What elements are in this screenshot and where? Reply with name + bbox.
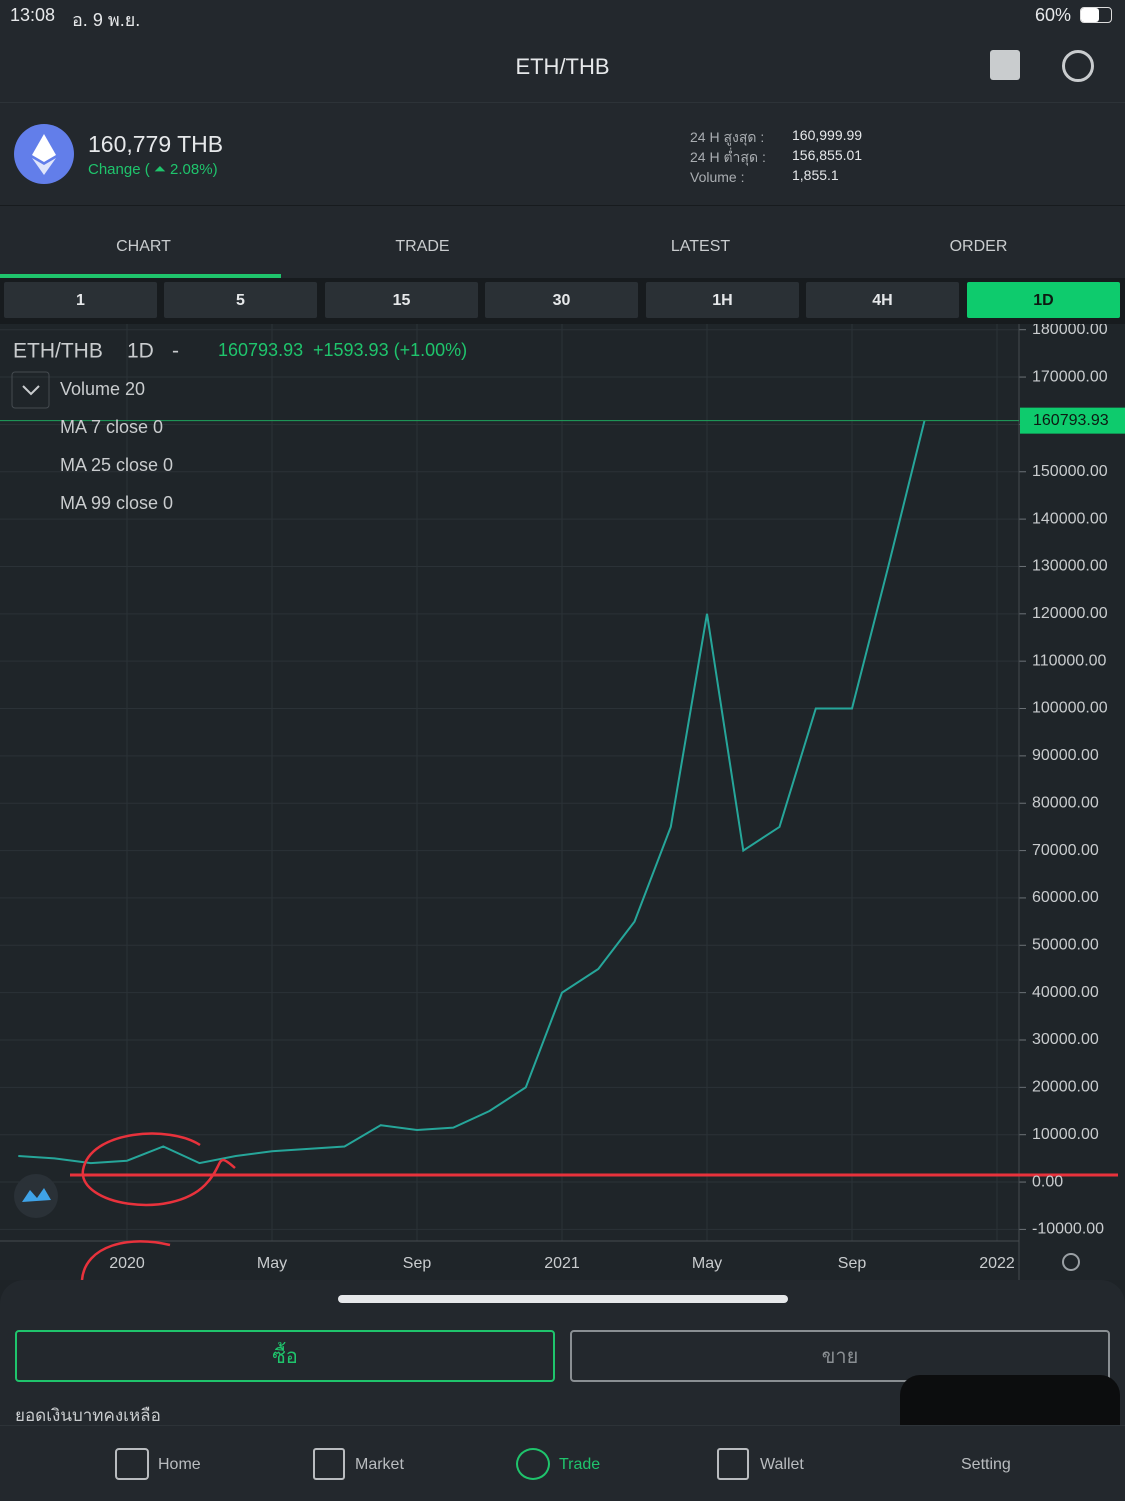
- timeframe[interactable]: 4H: [806, 282, 959, 318]
- eth-logo: [14, 124, 74, 184]
- battery: 60%: [1035, 5, 1072, 25]
- x-tick-label: 2021: [544, 1255, 580, 1272]
- y-tick-label: 140000.00: [1032, 510, 1108, 527]
- y-tick-label: 30000.00: [1032, 1031, 1099, 1048]
- home-icon: [115, 1448, 149, 1480]
- eth-glyph: [32, 134, 56, 175]
- separator: -: [172, 340, 179, 363]
- sell-button[interactable]: ขาย: [570, 1330, 1110, 1382]
- volume-label: Volume :: [690, 169, 745, 185]
- nav-item[interactable]: Trade: [559, 1456, 601, 1473]
- price: 160,779 THB: [88, 131, 224, 157]
- tab[interactable]: LATEST: [670, 238, 731, 255]
- tab[interactable]: ORDER: [949, 238, 1008, 255]
- x-tick-label: May: [692, 1255, 722, 1272]
- chart-icon[interactable]: [990, 50, 1020, 80]
- title: ETH/THB: [515, 54, 610, 79]
- tab[interactable]: TRADE: [395, 238, 450, 255]
- timeframe[interactable]: 1: [4, 282, 157, 318]
- x-tick-label: May: [257, 1255, 287, 1272]
- y-tick-label: 120000.00: [1032, 605, 1108, 622]
- battery-icon: [1080, 7, 1112, 23]
- y-tick-label: -10000.00: [1032, 1221, 1104, 1238]
- timeframe[interactable]: 5: [164, 282, 317, 318]
- indicator: MA 99 close 0: [60, 493, 173, 513]
- x-tick-label: Sep: [838, 1255, 867, 1272]
- annotation-circle: [80, 1240, 171, 1280]
- change: Change ( ⏶ 2.08%): [88, 161, 218, 178]
- chart-style-button[interactable]: [14, 1174, 58, 1218]
- y-tick-label: 110000.00: [1032, 652, 1107, 669]
- y-tick-label: 100000.00: [1032, 700, 1108, 717]
- change-text: +1593.93 (+1.00%): [313, 340, 467, 360]
- y-tick-label: 60000.00: [1032, 889, 1099, 906]
- stat-values: 160,999.99 156,855.01 1,855.1: [792, 125, 862, 185]
- y-tick-label: 80000.00: [1032, 794, 1099, 811]
- low: 156,855.01: [792, 147, 863, 163]
- market-icon: [313, 1448, 345, 1480]
- time: 13:08: [10, 5, 56, 25]
- settings-icon[interactable]: [1062, 1253, 1080, 1271]
- status-bar: 13:08 อ. 9 พ.ย. 60%: [0, 0, 1125, 30]
- y-tick-label: 130000.00: [1032, 558, 1108, 575]
- last-price-label: 160793.93: [1033, 412, 1109, 429]
- y-tick-label: 40000.00: [1032, 984, 1099, 1001]
- timeframe[interactable]: 30: [485, 282, 638, 318]
- chart-style-icon: [22, 1188, 51, 1202]
- y-tick-label: 170000.00: [1032, 368, 1108, 385]
- y-tick-label: 0.00: [1032, 1173, 1063, 1190]
- trade-icon: [516, 1448, 550, 1480]
- nav-item[interactable]: Wallet: [760, 1456, 804, 1473]
- low-label: 24 H ต่ำสุด :: [690, 149, 766, 165]
- buy-button[interactable]: ซื้อ: [15, 1330, 555, 1382]
- x-tick-label: 2022: [979, 1255, 1015, 1272]
- nav-item[interactable]: Setting: [961, 1456, 1011, 1473]
- x-tick-label: 2020: [109, 1255, 145, 1272]
- indicator: MA 7 close 0: [60, 417, 163, 437]
- nav-item[interactable]: Home: [158, 1456, 201, 1473]
- y-tick-label: 180000.00: [1032, 324, 1108, 338]
- tabs: CHART TRADE LATEST ORDER: [0, 206, 1125, 278]
- refresh-icon[interactable]: [1062, 50, 1094, 82]
- y-tick-label: 20000.00: [1032, 1079, 1099, 1096]
- high-label: 24 H สูงสุด :: [690, 129, 765, 145]
- bottom-nav: Home Market Trade Wallet Setting: [0, 1425, 1125, 1501]
- timeframe[interactable]: 1H: [646, 282, 799, 318]
- interval: 1D: [127, 340, 154, 363]
- balance-label: ยอดเงินบาทคงเหลือ: [15, 1406, 161, 1425]
- y-tick-label: 10000.00: [1032, 1126, 1099, 1143]
- volume: 1,855.1: [792, 167, 839, 183]
- action-panel: ซื้อ ขาย ยอดเงินบาทคงเหลือ: [0, 1280, 1125, 1460]
- tab-indicator: [0, 274, 281, 278]
- x-tick-label: Sep: [403, 1255, 432, 1272]
- price-line: [18, 420, 926, 1165]
- high: 160,999.99: [792, 127, 863, 143]
- y-tick-label: 90000.00: [1032, 747, 1099, 764]
- ticker: 160,779 THB Change ( ⏶ 2.08%) 24 H สูงสุ…: [0, 103, 1125, 206]
- wallet-icon: [717, 1448, 749, 1480]
- y-tick-label: 50000.00: [1032, 937, 1099, 954]
- y-tick-label: 70000.00: [1032, 842, 1099, 859]
- symbol: ETH/THB: [13, 340, 103, 363]
- handle: [338, 1295, 788, 1303]
- timeframes: 1 5 15 30 1H 4H 1D: [0, 278, 1125, 324]
- last-price-tag: [1020, 407, 1125, 434]
- top-bar: ETH/THB: [0, 30, 1125, 103]
- tab[interactable]: CHART: [116, 238, 171, 255]
- chevron: [22, 385, 40, 396]
- indicator: Volume 20: [60, 379, 145, 399]
- timeframe[interactable]: 15: [325, 282, 478, 318]
- timeframe[interactable]: 1D: [967, 282, 1120, 318]
- date: อ. 9 พ.ย.: [72, 10, 141, 30]
- y-tick-label: 150000.00: [1032, 463, 1108, 480]
- collapse-button[interactable]: [11, 371, 50, 409]
- stat-labels: 24 H สูงสุด : 24 H ต่ำสุด : Volume :: [690, 127, 766, 187]
- nav-item[interactable]: Market: [355, 1456, 404, 1473]
- chart: ETH/THB 1D - 160793.93 +1593.93 (+1.00%)…: [0, 324, 1125, 1280]
- last-text: 160793.93: [218, 340, 303, 360]
- annotation-circle: [81, 1132, 236, 1207]
- indicator: MA 25 close 0: [60, 455, 173, 475]
